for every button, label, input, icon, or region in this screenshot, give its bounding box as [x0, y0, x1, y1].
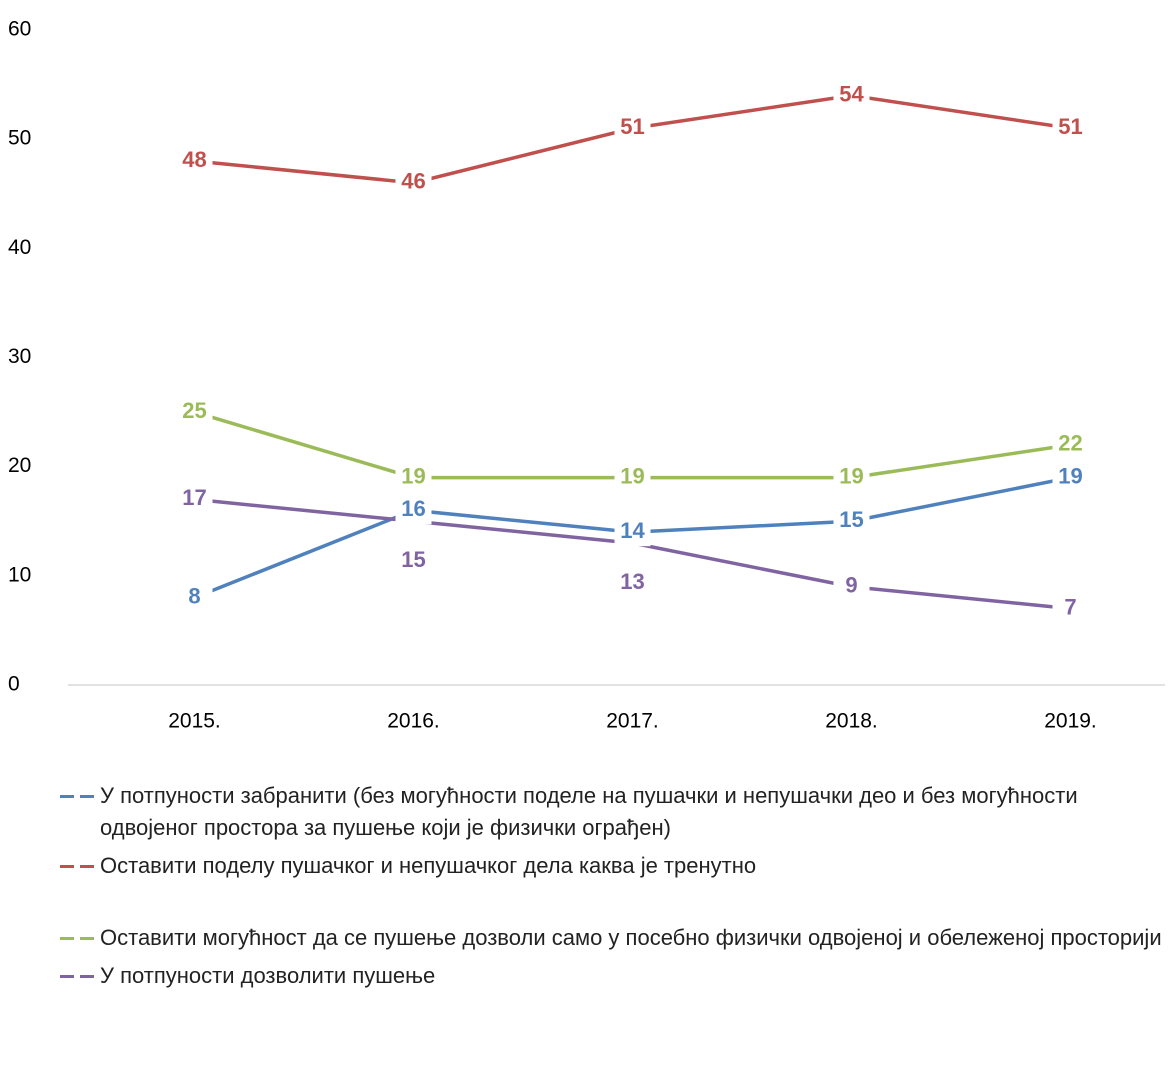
data-label: 19	[1058, 463, 1082, 488]
y-tick-label: 20	[8, 454, 31, 477]
data-label-bg	[395, 547, 432, 576]
data-label-group: 7	[1052, 594, 1089, 623]
data-label: 46	[401, 169, 425, 194]
x-tick-label: 2019.	[1044, 710, 1097, 733]
chart: 0 10 20 30 40 50 60 2015. 2016. 2017. 2018. 2019. 8 1…	[8, 18, 1165, 733]
data-label-group: 9	[833, 572, 870, 601]
data-label-group: 13	[614, 569, 651, 598]
legend-item: У потпуности дозволити пушење	[40, 960, 1165, 992]
data-label: 15	[401, 547, 425, 572]
y-tick-label: 40	[8, 236, 31, 259]
data-label-bg	[1052, 594, 1089, 623]
y-tick-label: 0	[8, 673, 20, 696]
data-label-bg	[176, 147, 213, 175]
data-label-group: 51	[614, 114, 651, 143]
data-label-bg	[1052, 114, 1089, 143]
y-tick-label: 60	[8, 18, 31, 41]
data-label-group: 48	[176, 147, 213, 175]
legend-label: Оставити поделу пушачког и непушачког де…	[100, 853, 757, 878]
data-label: 16	[401, 496, 425, 521]
data-label-group: 15	[395, 547, 432, 576]
data-label: 19	[620, 463, 644, 488]
legend-item: Оставити могућност да се пушење дозволи …	[40, 922, 1165, 954]
data-label-bg	[614, 518, 651, 547]
data-label-group: 14	[614, 518, 651, 547]
data-label-bg	[395, 168, 432, 197]
data-label-bg	[833, 81, 870, 110]
data-label-group: 16	[395, 496, 432, 525]
x-tick-label: 2017.	[606, 710, 659, 733]
data-label-group: 22	[1052, 430, 1089, 459]
y-tick-label: 30	[8, 345, 31, 368]
data-label: 22	[1058, 431, 1082, 456]
data-label-group: 8	[176, 583, 213, 612]
x-tick-label: 2016.	[387, 710, 440, 733]
data-label-bg	[395, 496, 432, 525]
data-label: 19	[839, 463, 863, 488]
data-label: 7	[1064, 594, 1076, 619]
data-label-group: 19	[395, 463, 432, 492]
data-label-bg	[395, 463, 432, 492]
legend-swatch	[40, 780, 100, 812]
legend-swatch	[40, 850, 100, 882]
data-label-group: 25	[176, 398, 213, 427]
data-label-bg	[176, 485, 213, 514]
legend-swatch	[40, 922, 100, 954]
data-label-bg	[176, 583, 213, 612]
data-label-group: 19	[1052, 463, 1089, 492]
data-label-group: 17	[176, 485, 213, 514]
data-label-bg	[833, 572, 870, 601]
legend-label: У потпуности забранити (без могућности п…	[100, 783, 1078, 840]
data-label: 25	[182, 398, 206, 423]
x-tick-label: 2015.	[168, 710, 221, 733]
data-label: 15	[839, 507, 863, 532]
data-label-bg	[1052, 463, 1089, 492]
data-label: 17	[182, 485, 206, 510]
data-label-group: 51	[1052, 114, 1089, 143]
legend-swatch	[40, 960, 100, 992]
data-label: 9	[845, 573, 857, 598]
data-label-bg	[614, 114, 651, 143]
data-label-group: 19	[614, 463, 651, 492]
data-label-bg	[833, 463, 870, 492]
data-label-bg	[833, 507, 870, 536]
y-tick-label: 10	[8, 563, 31, 586]
data-label-group: 15	[833, 507, 870, 536]
legend-label: У потпуности дозволити пушење	[100, 963, 436, 988]
data-label: 51	[620, 114, 644, 139]
y-tick-label: 50	[8, 127, 31, 150]
data-label-bg	[614, 569, 651, 598]
data-label-bg	[614, 463, 651, 492]
data-label-bg	[176, 398, 213, 427]
data-label: 51	[1058, 114, 1082, 139]
legend-item: У потпуности забранити (без могућности п…	[40, 780, 1165, 844]
data-label-group: 46	[395, 168, 432, 197]
data-label: 14	[620, 518, 645, 543]
data-label: 13	[620, 569, 644, 594]
data-label: 54	[839, 81, 864, 106]
x-tick-label: 2018.	[825, 710, 878, 733]
legend: У потпуности забранити (без могућности п…	[40, 780, 1165, 992]
data-label-group: 19	[833, 463, 870, 492]
data-label: 48	[182, 147, 206, 172]
data-label: 19	[401, 463, 425, 488]
legend-item: Оставити поделу пушачког и непушачког де…	[40, 850, 1165, 882]
legend-label: Оставити могућност да се пушење дозволи …	[100, 925, 1162, 950]
data-label-group: 54	[833, 81, 870, 110]
data-label-bg	[1052, 430, 1089, 459]
data-label: 8	[188, 583, 200, 608]
